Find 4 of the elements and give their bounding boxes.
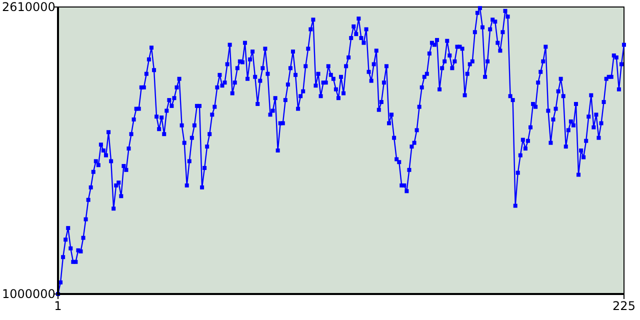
- y-tick-label: 1000000: [2, 287, 56, 301]
- x-tick-label: 1: [54, 299, 62, 313]
- x-tick-label: 225: [612, 299, 636, 313]
- y-tick-label: 2610000: [2, 0, 56, 14]
